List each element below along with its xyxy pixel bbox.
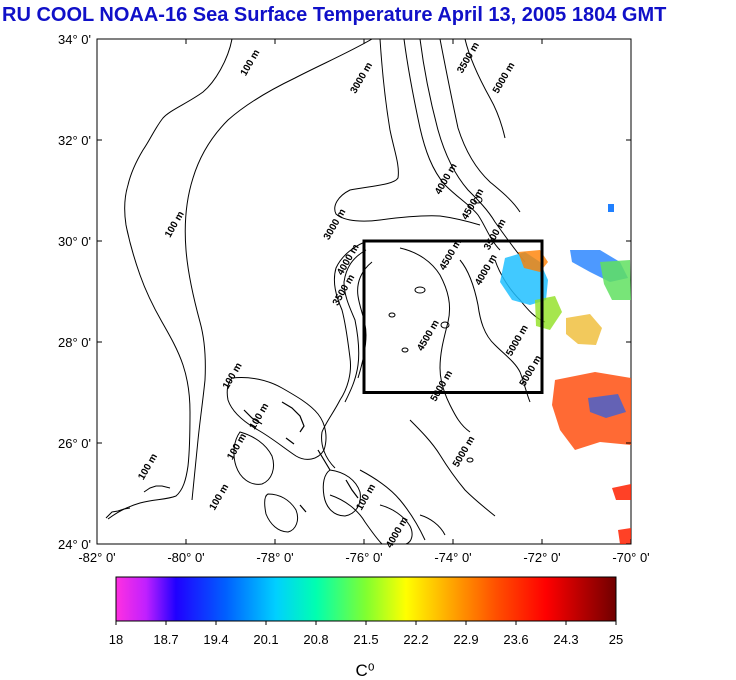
interior-contour-a [399,247,471,433]
florida-keys [105,485,171,519]
colorbar-tick-label: 20.8 [303,632,328,647]
southern-contours [329,419,496,544]
lat-tick-label: 32° 0' [58,133,91,148]
interior-contour-b [459,259,531,403]
lon-tick-label: -78° 0' [256,550,293,565]
colorbar-ticks: 18 18.7 19.4 20.1 20.8 21.5 22.2 22.9 23.6 24.3 25 [109,621,623,647]
colorbar-tick-label: 18 [109,632,123,647]
map-content [105,39,631,544]
colorbar-tick-label: 25 [609,632,623,647]
isobath-3000m [334,39,481,226]
sst-patch-east-green [600,260,631,300]
colorbar-units: C⁰ [355,661,374,680]
lon-tick-label: -74° 0' [434,550,471,565]
seamount-contours [388,196,483,463]
lon-tick-label: -82° 0' [78,550,115,565]
bahamas-islands [243,401,359,513]
lon-tick-label: -80° 0' [167,550,204,565]
colorbar-tick-label: 20.1 [253,632,278,647]
lat-tick-label: 28° 0' [58,335,91,350]
map-title: RU COOL NOAA-16 Sea Surface Temperature … [2,4,667,26]
sst-patch-northeast-speck [608,204,614,212]
latitude-axis: 34° 0' 32° 0' 30° 0' 28° 0' 26° 0' 24° 0' [58,32,631,552]
lat-tick-label: 30° 0' [58,234,91,249]
isobath-4500m [439,39,521,213]
sst-patch-cool-south [588,394,626,418]
sst-patch-southeast [612,484,631,544]
sst-data-patches [500,204,631,544]
lon-tick-label: -76° 0' [345,550,382,565]
isobath-5000m [464,39,506,139]
sst-patch-east-mixed [566,314,602,345]
lon-tick-label: -70° 0' [612,550,649,565]
lon-tick-label: -72° 0' [523,550,560,565]
florida-coastline [107,39,233,520]
colorbar-tick-label: 23.6 [503,632,528,647]
study-area-box [362,239,544,394]
colorbar [115,576,617,622]
longitude-axis: -82° 0' -80° 0' -78° 0' -76° 0' -74° 0' -72° … [78,39,650,565]
colorbar-tick-label: 22.2 [403,632,428,647]
bahamas-banks [226,377,446,544]
isobath-100m [184,39,373,501]
lat-tick-label: 24° 0' [58,537,91,552]
colorbar-tick-label: 18.7 [153,632,178,647]
colorbar-tick-label: 21.5 [353,632,378,647]
isobath-3500m [403,39,501,251]
colorbar-tick-label: 22.9 [453,632,478,647]
lat-tick-label: 26° 0' [58,436,91,451]
colorbar-tick-label: 24.3 [553,632,578,647]
isobath-4000m [419,39,526,263]
colorbar-tick-label: 19.4 [203,632,228,647]
lat-tick-label: 34° 0' [58,32,91,47]
